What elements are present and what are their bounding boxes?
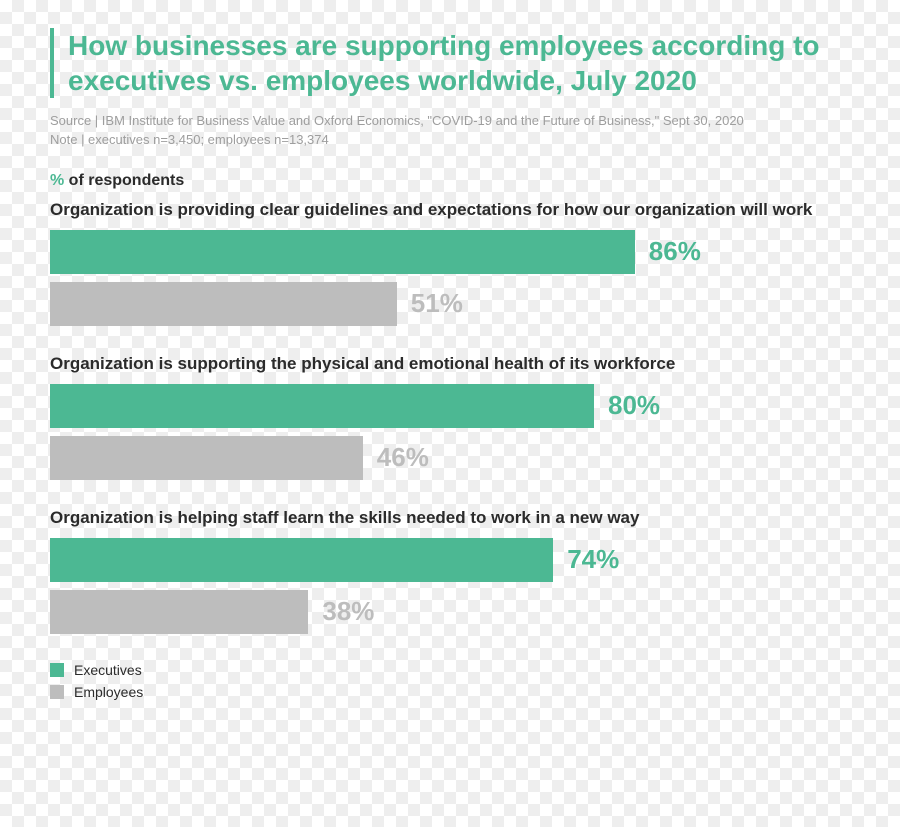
bar-value: 51% xyxy=(411,288,463,319)
bar-group: Organization is supporting the physical … xyxy=(50,354,850,480)
bar xyxy=(50,538,553,582)
bar-value: 80% xyxy=(608,390,660,421)
bar xyxy=(50,590,308,634)
bar xyxy=(50,282,397,326)
bar-row: 46% xyxy=(50,436,850,480)
chart-body: Organization is providing clear guidelin… xyxy=(50,200,850,634)
bar xyxy=(50,230,635,274)
group-label: Organization is helping staff learn the … xyxy=(50,508,850,528)
bar-row: 86% xyxy=(50,230,850,274)
legend-swatch xyxy=(50,663,64,677)
chart-meta: Source | IBM Institute for Business Valu… xyxy=(50,112,850,150)
legend-swatch xyxy=(50,685,64,699)
legend-label: Executives xyxy=(74,662,142,678)
bar-value: 46% xyxy=(377,442,429,473)
y-axis-label-pct: % xyxy=(50,172,64,189)
note-line: Note | executives n=3,450; employees n=1… xyxy=(50,131,850,150)
legend-label: Employees xyxy=(74,684,143,700)
legend-item: Employees xyxy=(50,684,850,700)
chart-title: How businesses are supporting employees … xyxy=(68,28,850,98)
bar-value: 38% xyxy=(322,596,374,627)
y-axis-label: % of respondents xyxy=(50,172,850,190)
bar xyxy=(50,436,363,480)
bar-group: Organization is helping staff learn the … xyxy=(50,508,850,634)
bar-row: 51% xyxy=(50,282,850,326)
bar xyxy=(50,384,594,428)
bar-row: 38% xyxy=(50,590,850,634)
bar-value: 74% xyxy=(567,544,619,575)
bar-row: 74% xyxy=(50,538,850,582)
group-label: Organization is providing clear guidelin… xyxy=(50,200,850,220)
bar-value: 86% xyxy=(649,236,701,267)
bar-group: Organization is providing clear guidelin… xyxy=(50,200,850,326)
legend: Executives Employees xyxy=(50,662,850,700)
bar-row: 80% xyxy=(50,384,850,428)
group-label: Organization is supporting the physical … xyxy=(50,354,850,374)
title-container: How businesses are supporting employees … xyxy=(50,28,850,98)
source-line: Source | IBM Institute for Business Valu… xyxy=(50,112,850,131)
y-axis-label-rest: of respondents xyxy=(64,172,184,189)
legend-item: Executives xyxy=(50,662,850,678)
